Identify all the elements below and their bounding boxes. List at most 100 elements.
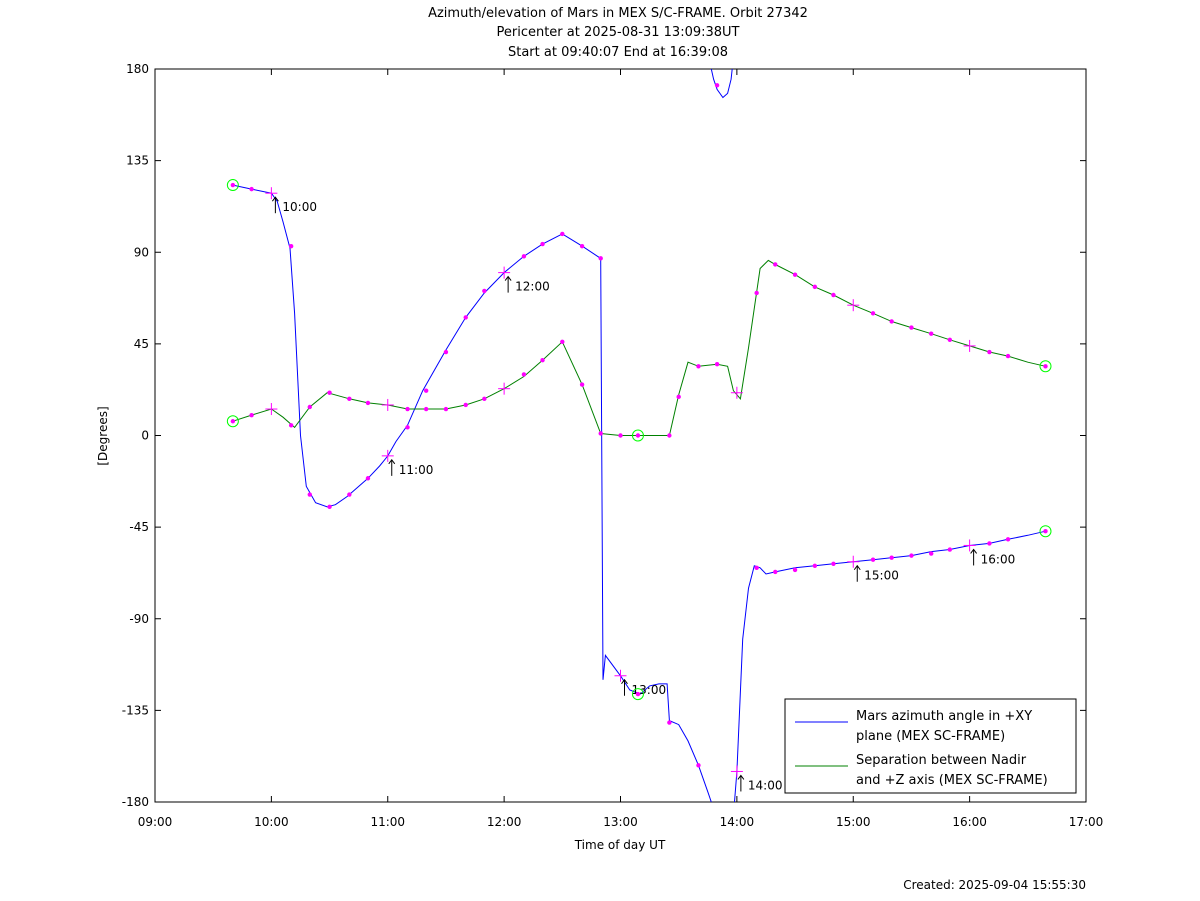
legend-label-separation-1: Separation between Nadir — [856, 753, 1027, 768]
series-0-point-11 — [521, 254, 527, 259]
series-1-point-3 — [327, 390, 332, 395]
hour-marker-2: 12:00 — [504, 275, 550, 294]
legend-label-azimuth-2: plane (MEX SC-FRAME) — [856, 729, 1005, 744]
x-tick-label: 12:00 — [487, 815, 522, 829]
endpoint-circle-0 — [226, 179, 239, 192]
series-1-point-31 — [987, 349, 992, 355]
series-0-line-1 — [710, 68, 733, 99]
series-0-point-24 — [870, 557, 876, 562]
hour-marker-label: 14:00 — [748, 778, 783, 792]
hour-marker-cross-5 — [847, 555, 860, 568]
series-1-point-7 — [423, 406, 429, 412]
hour-marker-label: 16:00 — [981, 552, 1016, 566]
endpoint-dot-1 — [230, 419, 236, 424]
series-1-point-12 — [540, 357, 545, 363]
series-1-point-6 — [405, 406, 410, 412]
series-1-point-32 — [1005, 353, 1011, 359]
series-0-point-14 — [579, 243, 585, 249]
series-0-point-21 — [792, 567, 798, 573]
series-1-point-11 — [521, 372, 527, 377]
series-1-point-2 — [307, 404, 312, 410]
hour-cross-4 — [963, 339, 976, 352]
series-0-point-8 — [443, 349, 449, 355]
y-tick-label: -180 — [122, 795, 149, 809]
series-0-point-17 — [696, 763, 701, 768]
endpoint-dot-0 — [230, 182, 236, 188]
series-1-point-25 — [831, 292, 836, 298]
series-1-point-4 — [347, 396, 352, 402]
y-tick-label: -90 — [129, 612, 149, 626]
hour-marker-label: 12:00 — [515, 280, 550, 294]
endpoint-dot-2 — [1043, 528, 1048, 534]
endpoint-circle-4 — [631, 429, 644, 442]
series-1-point-30 — [947, 337, 953, 343]
y-tick-label: 90 — [134, 245, 149, 259]
y-axis: 180 135 90 45 0 -45 -90 -135 -180 — [122, 62, 1086, 809]
hour-marker-cross-6 — [963, 539, 976, 552]
series-1-point-18 — [676, 394, 681, 400]
series-0-point-27 — [929, 551, 934, 556]
endpoint-circle-2 — [1039, 525, 1052, 538]
series-0-point-9 — [463, 315, 468, 320]
endpoint-dot-3 — [1043, 364, 1048, 369]
series-0-point-20 — [773, 569, 778, 575]
y-tick-label: 135 — [126, 154, 149, 168]
legend-label-separation-2: and +Z axis (MEX SC-FRAME) — [856, 773, 1048, 788]
hour-marker-label: 15:00 — [864, 569, 899, 583]
hour-marker-cross-2 — [498, 266, 511, 279]
marker-layer: 10:00 11:00 12:00 13:00 14:00 15:00 16:00 — [226, 83, 1052, 792]
x-tick-label: 10:00 — [254, 815, 289, 829]
chart-title-line-1: Azimuth/elevation of Mars in MEX S/C-FRA… — [428, 6, 808, 21]
y-tick-label: 180 — [126, 62, 149, 76]
hour-marker-cross-1 — [381, 449, 394, 462]
x-tick-label: 14:00 — [720, 815, 755, 829]
series-1-point-24 — [812, 284, 818, 290]
series-1-point-23 — [792, 272, 798, 277]
x-axis-label: Time of day UT — [574, 838, 666, 852]
hour-cross-0 — [265, 403, 278, 416]
series-0-point-29 — [987, 541, 992, 546]
x-axis: 09:00 10:00 11:00 12:00 13:00 14:00 15:00 16:00… — [138, 69, 1103, 829]
series-1-point-19 — [696, 364, 701, 369]
x-tick-label: 11:00 — [370, 815, 405, 829]
series-0-point-15 — [598, 256, 603, 261]
series-0-point-3 — [327, 504, 332, 509]
series-0-point-5 — [365, 476, 371, 481]
series-0-point-2 — [307, 492, 312, 497]
series-0-point-30 — [1005, 537, 1011, 542]
series-1-point-22 — [773, 262, 778, 267]
hour-marker-cross-4 — [730, 765, 743, 778]
series-0-point-16 — [667, 720, 672, 725]
endpoint-dot-5 — [635, 691, 641, 697]
hour-marker-label: 13:00 — [632, 683, 667, 697]
series-0-line-0 — [232, 184, 712, 803]
series-0-point-13 — [560, 231, 565, 237]
series-0-point-12 — [540, 241, 545, 247]
series-1-point-27 — [889, 319, 894, 324]
series-1-point-26 — [870, 311, 876, 316]
series-1-point-9 — [463, 402, 468, 408]
series-0-point-1 — [288, 243, 294, 249]
endpoint-circle-1 — [226, 415, 239, 428]
series-1-point-17 — [667, 433, 672, 438]
chart-title: Azimuth/elevation of Mars in MEX S/C-FRA… — [428, 6, 808, 60]
series-1-point-16 — [618, 433, 623, 438]
series-0-point-19 — [754, 565, 759, 571]
series-0-point-4 — [347, 492, 352, 497]
endpoint-dot-4 — [635, 433, 641, 438]
series-0-point-23 — [831, 561, 836, 566]
series-0-point-25 — [889, 555, 894, 560]
y-tick-label: 45 — [134, 337, 149, 351]
hour-marker-0: 10:00 — [271, 196, 317, 214]
series-0-point-26 — [909, 553, 914, 558]
hour-marker-1: 11:00 — [388, 459, 433, 477]
y-tick-label: -45 — [129, 520, 149, 534]
series-1-point-5 — [365, 400, 371, 406]
hour-marker-6: 16:00 — [970, 548, 1016, 566]
series-1-point-14 — [579, 382, 585, 387]
series-1-point-20 — [714, 362, 720, 367]
series-0-point-7 — [423, 388, 429, 393]
series-1-line-0 — [232, 259, 1046, 436]
endpoint-circle-5 — [631, 688, 644, 701]
